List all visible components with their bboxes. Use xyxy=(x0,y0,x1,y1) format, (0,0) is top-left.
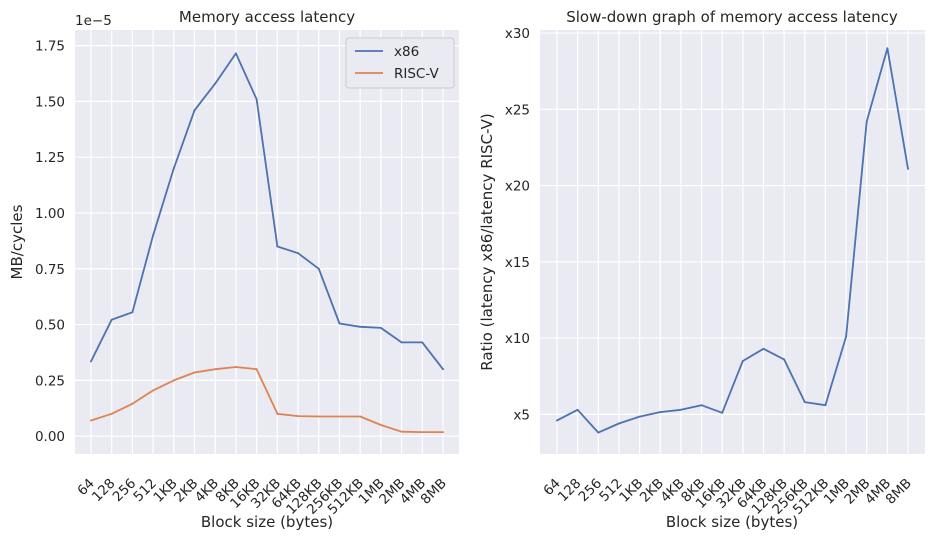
y-tick-label: x30 xyxy=(505,26,530,42)
data-point-x86 xyxy=(824,404,827,407)
data-point-x86 xyxy=(379,327,382,329)
data-point-x86 xyxy=(338,322,341,325)
x-tick-labels: 641282565121KB2KB4KB8KB16KB32KB64KB128KB… xyxy=(540,476,914,518)
data-point-riscv xyxy=(255,368,258,371)
data-point-riscv xyxy=(338,415,341,418)
data-point-x86 xyxy=(214,82,217,85)
y-tick-label: x5 xyxy=(513,407,530,423)
data-point-x86 xyxy=(317,267,320,270)
data-point-x86 xyxy=(679,408,682,411)
data-point-riscv xyxy=(131,402,134,405)
series-lines xyxy=(90,52,444,434)
data-point-x86 xyxy=(762,347,765,350)
data-point-x86 xyxy=(359,325,362,328)
y-tick-labels: 0.00 0.25 0.50 0.75 1.00 1.25 1.50 1.75 xyxy=(35,39,65,446)
data-point-x86 xyxy=(110,318,113,321)
data-point-riscv xyxy=(152,389,155,392)
y-tick-label: 1.50 xyxy=(35,94,65,110)
data-point-riscv xyxy=(214,368,217,371)
data-point-x86 xyxy=(721,411,724,414)
data-point-x86 xyxy=(131,311,134,314)
y-offset-text: 1e−5 xyxy=(75,13,112,29)
y-tick-label: 0.75 xyxy=(35,262,65,278)
data-point-x86 xyxy=(400,341,403,344)
data-point-x86 xyxy=(618,422,620,425)
series-line-x86 xyxy=(556,47,909,434)
data-point-riscv xyxy=(421,431,424,434)
legend: x86 RISC-V xyxy=(345,37,455,89)
chart-title: Slow-down graph of memory access latency xyxy=(566,8,898,26)
chart-title: Memory access latency xyxy=(179,8,355,26)
y-tick-label: 1.00 xyxy=(35,206,65,222)
data-point-x86 xyxy=(886,47,889,50)
data-point-x86 xyxy=(659,411,662,413)
data-point-x86 xyxy=(421,341,424,344)
data-point-riscv xyxy=(110,412,113,415)
data-point-riscv xyxy=(235,366,237,368)
legend-label-x86: x86 xyxy=(394,44,419,60)
y-axis-label: Ratio (latency x86/latency RISC-V) xyxy=(478,113,496,370)
data-point-x86 xyxy=(783,358,786,361)
data-point-x86 xyxy=(865,120,868,123)
data-point-x86 xyxy=(576,408,579,411)
y-tick-label: x10 xyxy=(505,331,530,347)
data-point-x86 xyxy=(638,415,641,418)
y-tick-label: x15 xyxy=(505,255,530,271)
plot-area xyxy=(540,30,925,454)
data-point-x86 xyxy=(276,245,279,248)
y-tick-label: x20 xyxy=(505,179,530,195)
data-point-x86 xyxy=(297,252,299,255)
y-axis-label: MB/cycles xyxy=(8,204,26,279)
chart-slowdown: 641282565121KB2KB4KB8KB16KB32KB64KB128KB… xyxy=(478,8,925,531)
data-point-x86 xyxy=(907,167,909,170)
data-point-riscv xyxy=(379,424,382,426)
y-tick-label: 0.50 xyxy=(35,318,65,334)
gridlines xyxy=(540,30,925,454)
series-line-x86 xyxy=(90,52,444,371)
x-tick-labels: 641282565121KB2KB4KB8KB16KB32KB64KB128KB… xyxy=(74,476,449,518)
data-point-riscv xyxy=(193,371,196,374)
data-point-riscv xyxy=(359,415,362,418)
data-point-riscv xyxy=(317,415,320,418)
data-point-riscv xyxy=(400,430,403,433)
data-point-x86 xyxy=(556,419,558,422)
data-point-x86 xyxy=(235,52,237,55)
data-point-x86 xyxy=(255,98,258,101)
data-point-x86 xyxy=(741,360,744,362)
data-point-x86 xyxy=(193,109,196,112)
x-axis-label: Block size (bytes) xyxy=(201,513,333,531)
data-point-riscv xyxy=(442,431,444,434)
data-point-x86 xyxy=(845,335,847,338)
y-tick-label: 1.75 xyxy=(35,39,65,55)
y-tick-labels: x5 x10 x15 x20 x25 x30 xyxy=(505,26,530,423)
data-point-x86 xyxy=(172,167,175,170)
data-point-riscv xyxy=(297,415,299,417)
data-point-x86 xyxy=(803,401,806,404)
data-point-x86 xyxy=(442,368,444,371)
y-tick-label: 0.00 xyxy=(35,429,65,445)
plot-area xyxy=(75,30,459,454)
series-line-riscv xyxy=(90,366,444,434)
series-lines xyxy=(556,47,909,434)
y-tick-label: x25 xyxy=(505,102,530,118)
x-axis-label: Block size (bytes) xyxy=(666,513,798,531)
legend-label-riscv: RISC-V xyxy=(394,66,439,82)
data-point-x86 xyxy=(700,404,703,407)
y-tick-label: 0.25 xyxy=(35,373,65,389)
data-point-x86 xyxy=(90,360,92,363)
data-point-riscv xyxy=(276,412,279,415)
data-point-riscv xyxy=(90,419,92,422)
data-point-x86 xyxy=(152,234,155,237)
data-point-x86 xyxy=(597,431,600,434)
chart-memory-latency: 641282565121KB2KB4KB8KB16KB32KB64KB128KB… xyxy=(8,8,459,531)
y-tick-label: 1.25 xyxy=(35,150,65,166)
data-point-riscv xyxy=(172,379,175,382)
